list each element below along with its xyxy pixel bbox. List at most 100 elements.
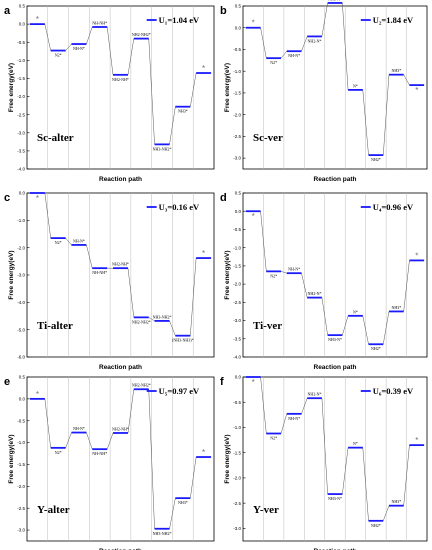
panel-letter: d <box>220 192 227 204</box>
step-label: NH2* <box>371 346 381 351</box>
axes-frame <box>26 5 215 170</box>
step-label: NH-N* <box>288 53 300 58</box>
step-label: NH2-N* <box>308 392 322 397</box>
connector-line <box>260 376 267 434</box>
step-label: NH-NH* <box>92 270 107 275</box>
y-tick-label: -2.5 <box>233 501 241 506</box>
y-tick-label: -2.0 <box>233 476 241 481</box>
step-label: NH2-NH* <box>112 262 129 267</box>
panel-d: d 0.5 0.0 -0.5 -1.0 -1.5 -2.0 -2.5 -3.0 -3.5 -4.0 F… <box>220 191 428 371</box>
x-axis-label: Reaction path <box>99 364 142 371</box>
y-tick-label: -3.0 <box>17 130 25 135</box>
connector-line <box>383 505 390 521</box>
y-axis-label: Free energy(eV) <box>8 250 15 299</box>
step-label: NH-NH* <box>92 451 107 456</box>
connector-line <box>383 311 390 345</box>
y-tick-label: -3.0 <box>233 526 241 531</box>
step-label: NH-NH* <box>92 21 107 26</box>
x-axis-label: Reaction path <box>99 548 142 550</box>
connector-line <box>44 398 51 448</box>
step-label: NH2-NH2* <box>132 32 151 37</box>
step-label: NH3-N* <box>328 0 342 1</box>
connector-line <box>362 89 369 156</box>
legend-label: U₅=0.97 eV <box>159 386 200 396</box>
star-label: * <box>36 194 39 203</box>
y-tick-label: -1.5 <box>233 91 241 96</box>
y-tick-label: 0.0 <box>235 209 242 214</box>
connector-line <box>342 315 349 336</box>
y-tick-label: -1.5 <box>17 462 25 467</box>
legend-label: U₁=1.04 eV <box>159 15 200 25</box>
connector-line <box>190 258 197 336</box>
step-label: NH3-N* <box>328 496 342 501</box>
y-tick-label: -1.0 <box>17 218 25 223</box>
step-label: NH2-N* <box>308 291 322 296</box>
step-label: (NH3-NH3)* <box>172 338 194 343</box>
step-label: NH3* <box>391 499 401 504</box>
y-tick-label: 0.5 <box>19 4 26 9</box>
connector-line <box>362 447 369 521</box>
y-axis-label: Free energy(eV) <box>8 434 15 483</box>
connector-line <box>127 268 135 318</box>
connector-line <box>44 24 51 51</box>
step-label: N2* <box>270 436 277 441</box>
panel-letter: f <box>220 376 224 388</box>
axes-frame <box>26 376 215 542</box>
connector-line <box>362 315 369 345</box>
y-axis-label: Free energy(eV) <box>8 63 15 112</box>
step-label: NH3-NH2* <box>153 146 172 151</box>
panel-a: a 0.5 0.0 -0.5 -1.0 -1.5 -2.0 -2.5 -3.0 -3.5 -4.0 F… <box>4 4 215 183</box>
y-axis-label: Free energy(eV) <box>224 63 231 112</box>
y-tick-label: -3.0 <box>233 156 241 161</box>
x-axis-label: Reaction path <box>314 176 357 183</box>
step-label: N2* <box>55 53 62 58</box>
y-tick-label: -3.5 <box>17 148 25 153</box>
step-label: NH2-NH* <box>112 426 129 431</box>
y-tick-label: -2.5 <box>17 112 25 117</box>
connector-line <box>280 413 287 434</box>
y-tick-label: -2.5 <box>233 300 241 305</box>
y-tick-label: -1.0 <box>17 58 25 63</box>
y-tick-label: 0.0 <box>235 375 242 380</box>
axes-frame <box>242 376 428 542</box>
y-tick-label: -4.0 <box>17 167 25 172</box>
y-tick-label: -5.0 <box>17 327 25 332</box>
connector-line <box>65 432 72 448</box>
connector-line <box>403 445 410 506</box>
connector-line <box>280 51 287 59</box>
star-label: * <box>252 212 255 221</box>
y-tick-label: -1.0 <box>233 69 241 74</box>
step-label: NH2* <box>371 157 381 162</box>
connector-line <box>190 456 197 499</box>
step-label: NH2-N* <box>308 38 322 43</box>
y-tick-label: -0.5 <box>17 40 25 45</box>
y-tick-label: -4.0 <box>17 300 25 305</box>
step-label: NH-N* <box>73 426 85 431</box>
step-label: NH3-N* <box>328 337 342 342</box>
step-label: NH3* <box>178 109 188 114</box>
x-axis-label: Reaction path <box>99 176 142 183</box>
step-label: NH3-NH2* <box>153 314 172 319</box>
panel-c: c 0.0 -1.0 -2.0 -3.0 -4.0 -5.0 -6.0 Free energy(… <box>4 191 215 371</box>
step-label: NH3-NH2* <box>153 531 172 536</box>
connector-line <box>321 297 328 336</box>
legend-label: U₃=0.16 eV <box>159 202 200 212</box>
step-label: NH-N* <box>288 416 300 421</box>
connector-line <box>190 72 197 107</box>
y-tick-label: -0.5 <box>233 400 241 405</box>
connector-line <box>342 447 349 495</box>
panel-f: f 0.0 -0.5 -1.0 -1.5 -2.0 -2.5 -3.0 Free energy(… <box>220 375 428 550</box>
connector-line <box>148 389 155 529</box>
star-label: * <box>36 390 39 399</box>
y-axis-label: Free energy(eV) <box>224 434 231 483</box>
star-label: * <box>415 436 418 445</box>
step-label: N* <box>353 441 358 446</box>
connector-line <box>86 26 93 45</box>
step-label: NH3* <box>391 305 401 310</box>
connector-line <box>301 398 308 414</box>
y-tick-label: -1.0 <box>17 440 25 445</box>
connector-line <box>301 273 308 298</box>
axes-frame <box>26 192 215 358</box>
x-axis-label: Reaction path <box>314 364 357 371</box>
